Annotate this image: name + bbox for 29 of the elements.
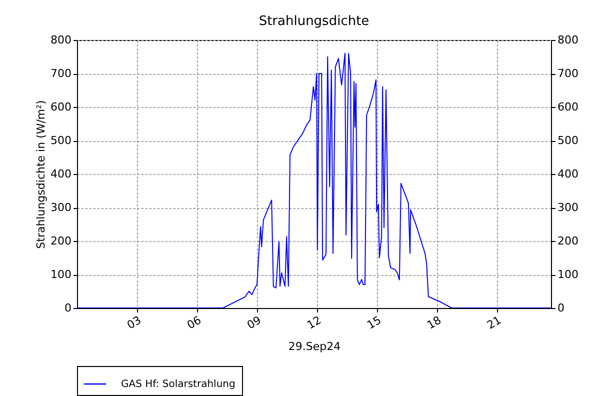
y2-tick-label: 800 <box>558 34 578 46</box>
y-tick-label: 600 <box>50 100 72 114</box>
x-tick-label: 09 <box>244 314 264 332</box>
y-tick-label: 200 <box>50 234 72 248</box>
x-tick-label: 21 <box>484 314 504 332</box>
y2-tick-label: 100 <box>558 268 578 281</box>
y2-tick-label: 700 <box>558 67 578 80</box>
x-tick-label: 15 <box>364 314 384 332</box>
x-tick-label: 12 <box>304 314 324 332</box>
legend-label: GAS Hf: Solarstrahlung <box>121 379 236 390</box>
y-tick-label: 800 <box>50 34 72 46</box>
x-tick-label: 06 <box>184 314 204 332</box>
y-tick-label: 100 <box>50 268 72 281</box>
y-tick-label: 300 <box>50 201 72 214</box>
y2-tick-label: 200 <box>558 234 578 248</box>
y-tick-label: 500 <box>50 134 72 147</box>
y2-tick-label: 0 <box>558 302 564 314</box>
y2-tick-label: 600 <box>558 100 578 114</box>
y2-tick-label: 300 <box>558 201 578 214</box>
y-tick-label: 400 <box>50 168 72 180</box>
y-tick-label: 700 <box>50 67 72 80</box>
y-axis-title: Strahlungsdichte in (W/m²) <box>34 100 48 249</box>
x-axis-title: 29.Sep24 <box>288 340 341 354</box>
chart-title: Strahlungsdichte <box>258 14 370 29</box>
y-tick-label: 0 <box>64 302 72 314</box>
y2-tick-label: 400 <box>558 168 578 180</box>
x-tick-label: 18 <box>424 314 444 332</box>
y2-tick-label: 500 <box>558 134 578 147</box>
x-tick-label: 03 <box>124 314 144 332</box>
